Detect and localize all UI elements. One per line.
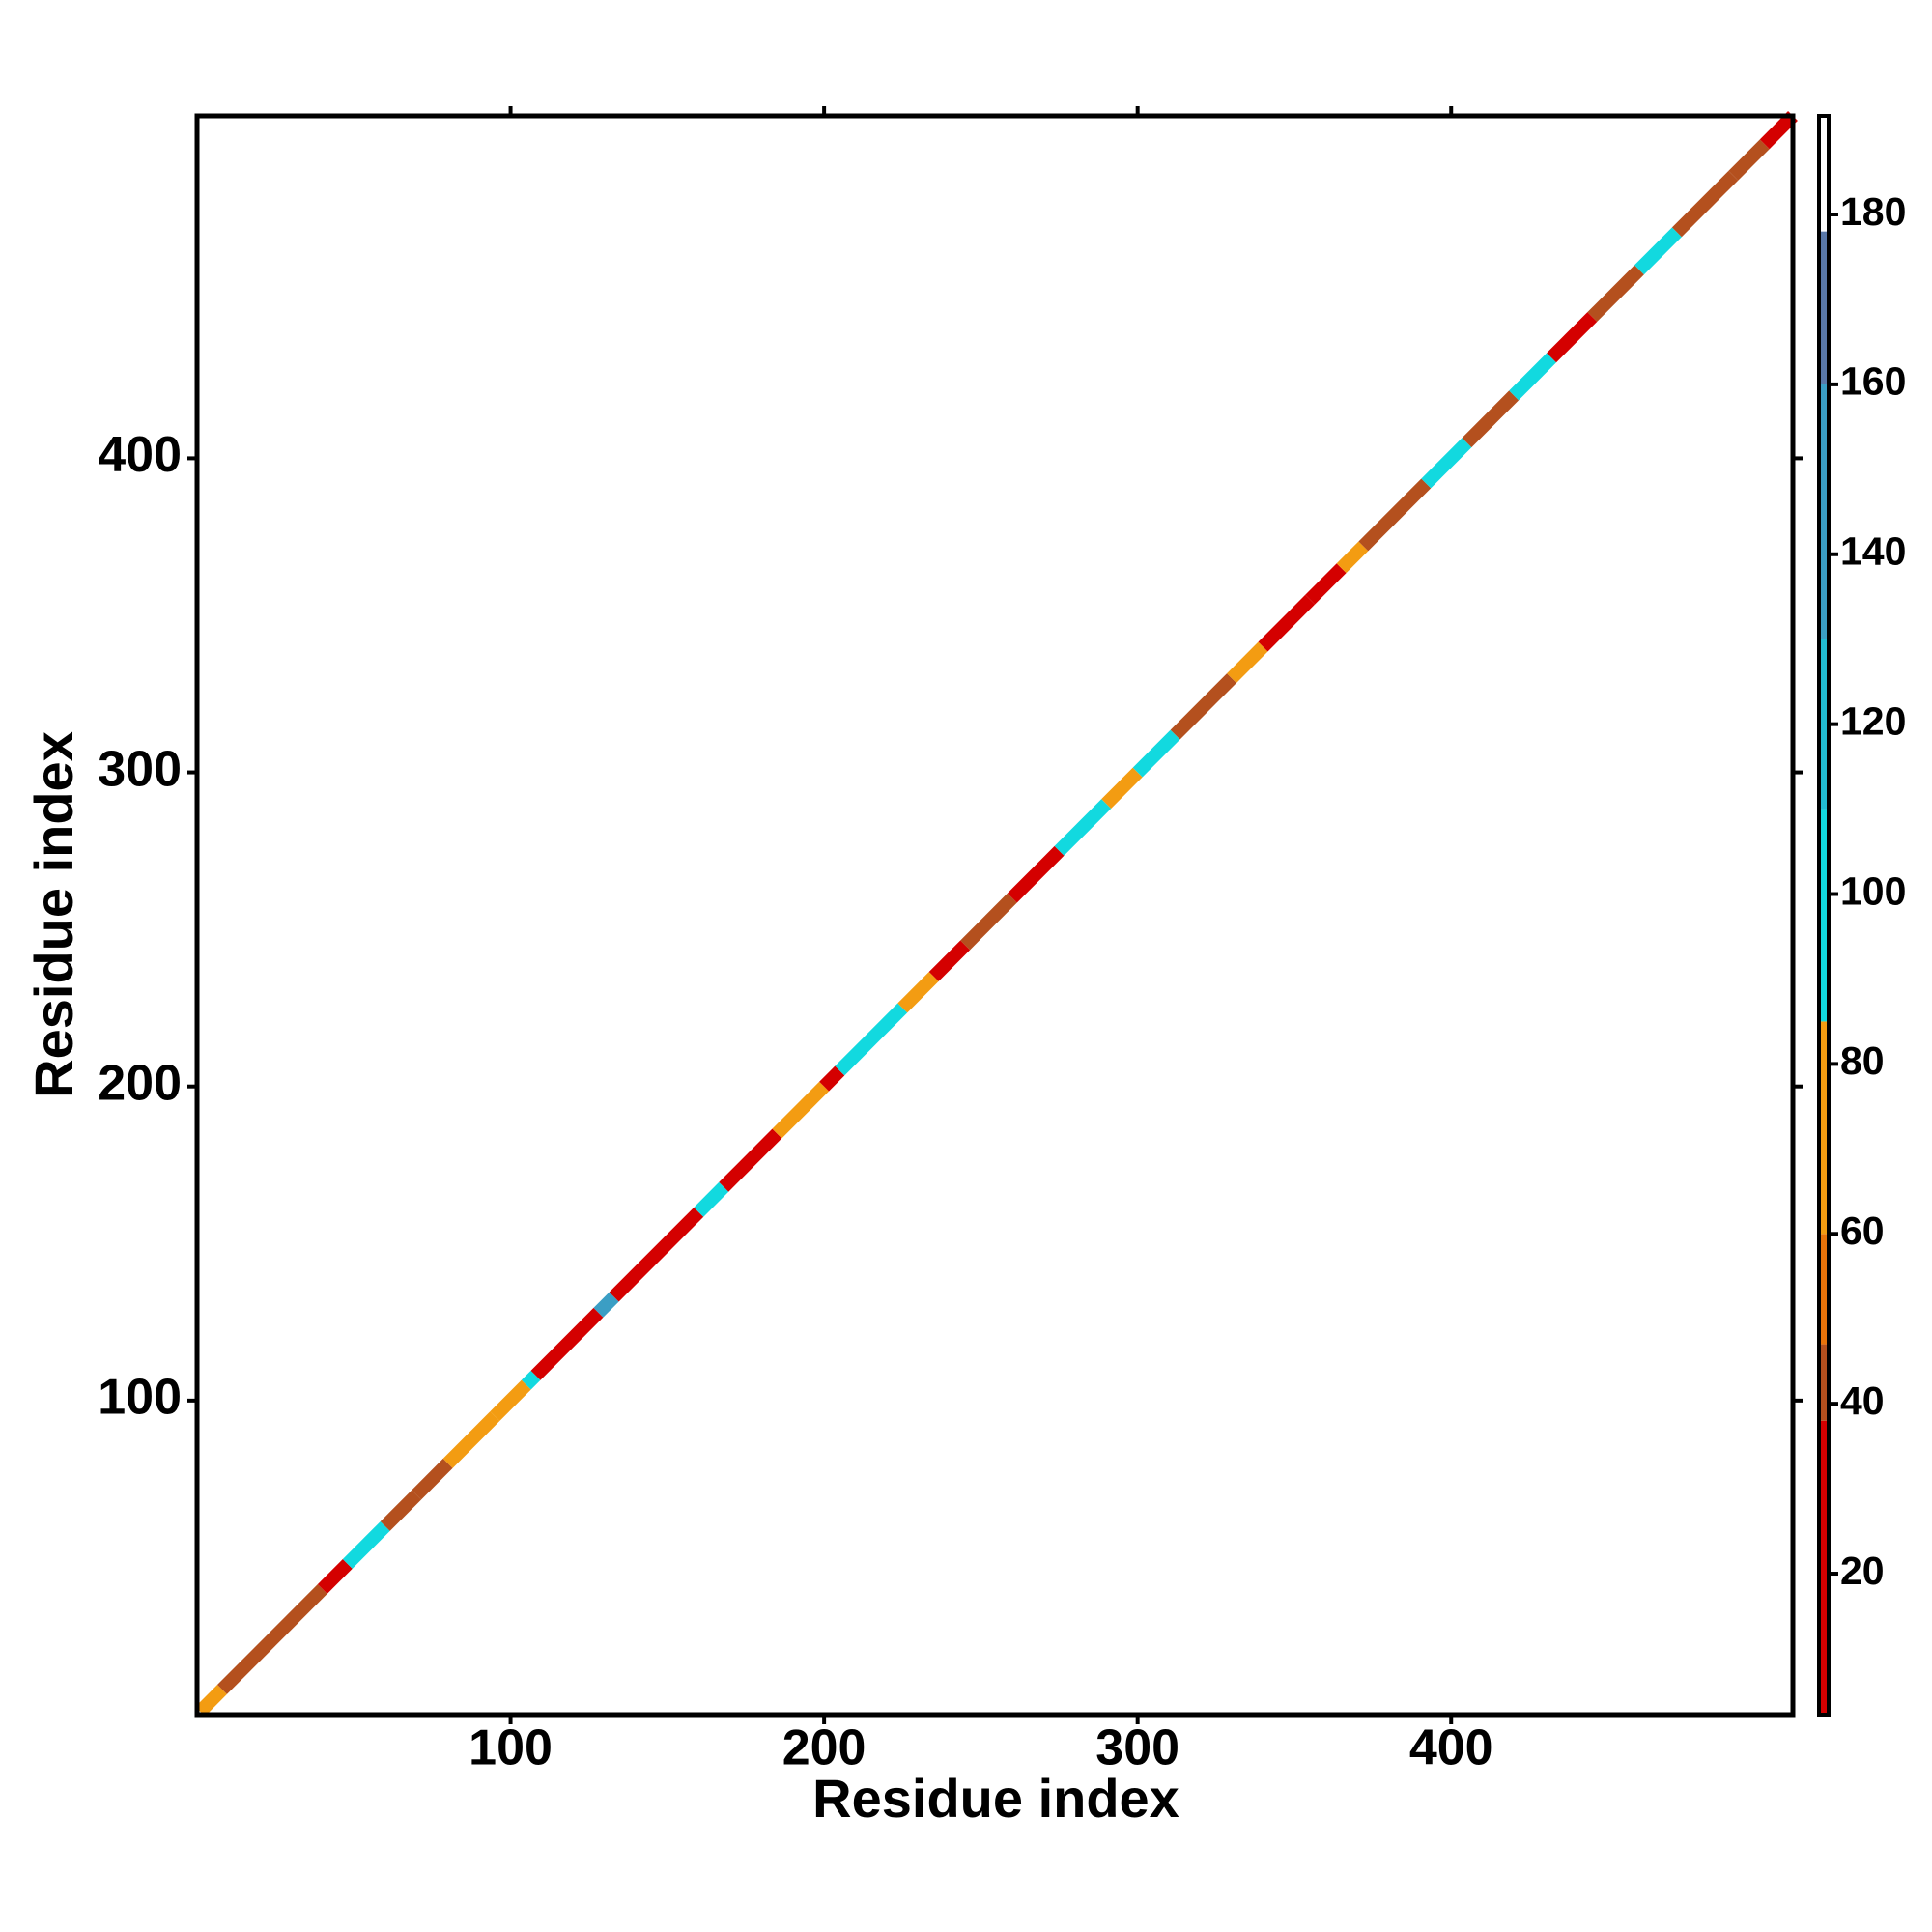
diagonal-segment: [342, 1520, 390, 1569]
colorbar-bin: [1819, 639, 1829, 810]
diagonal-segment: [442, 1411, 500, 1468]
diagonal-segment: [694, 1181, 729, 1217]
diagonal-segment: [1101, 767, 1143, 810]
x-tick-label: 200: [782, 1720, 867, 1776]
colorbar-tick-label: 20: [1840, 1548, 1885, 1593]
plot-frame: [194, 113, 1796, 1718]
diagonal-segment: [1587, 265, 1644, 323]
diagonal-segment: [1509, 353, 1557, 401]
colorbar-frame: [1817, 114, 1831, 1717]
diagonal-segment: [1728, 139, 1770, 181]
diagonal-segment: [960, 893, 1017, 951]
diagonal-segment: [1634, 227, 1682, 275]
diagonal-segment: [1227, 641, 1268, 683]
colorbar-tick-label: 100: [1840, 868, 1906, 913]
diagonal-segment: [593, 1292, 619, 1318]
diagonal-segment: [1007, 845, 1065, 903]
colorbar-tick-label: 60: [1840, 1208, 1885, 1253]
x-tick-label: 100: [469, 1720, 553, 1776]
y-tick-label: 200: [98, 1055, 182, 1111]
y-axis-title: Residue index: [23, 731, 84, 1098]
x-axis-title: Residue index: [812, 1768, 1179, 1829]
diagonal-segment: [1547, 312, 1598, 363]
colorbar-bin: [1819, 1420, 1829, 1715]
y-tick-label: 300: [98, 741, 182, 797]
colorbar-tick-label: 40: [1840, 1378, 1885, 1423]
colorbar-bin: [1819, 1021, 1829, 1235]
colorbar-bin: [1819, 116, 1829, 232]
diagonal-segment: [490, 1379, 531, 1422]
colorbar-tick-label: 140: [1840, 529, 1906, 574]
diagonal-segment: [1132, 729, 1180, 778]
colorbar-bin: [1819, 1344, 1829, 1421]
diagonal-segment: [897, 971, 939, 1013]
diagonal-segment: [1462, 390, 1520, 448]
diagonal-segment: [380, 1490, 422, 1531]
y-tick-label: 100: [98, 1370, 182, 1426]
diagonal-segment: [1170, 673, 1236, 740]
colorbar-bin: [1819, 1234, 1829, 1345]
colorbar-tick-label: 120: [1840, 698, 1906, 743]
diagonal-segment: [1358, 478, 1432, 552]
diagonal-segment: [1054, 799, 1112, 856]
diagonal-segment: [521, 1370, 541, 1390]
diagonal-segment: [928, 940, 971, 981]
diagonal-segment: [719, 1128, 782, 1192]
colorbar-bin: [1819, 231, 1829, 384]
colorbar-tick-label: 160: [1840, 359, 1906, 404]
y-tick-label: 400: [98, 427, 182, 483]
x-tick-label: 300: [1095, 1720, 1179, 1776]
colorbar-tick-label: 180: [1840, 189, 1906, 234]
diagonal-segment: [819, 1065, 845, 1092]
diagonal-segment: [1305, 563, 1347, 605]
diagonal-segment: [835, 1003, 908, 1076]
diagonal-segment: [772, 1081, 830, 1139]
colorbar-tick-label: 80: [1840, 1038, 1885, 1083]
diagonal-segment: [1759, 111, 1798, 150]
x-tick-label: 400: [1409, 1720, 1493, 1776]
diagonal-segment: [195, 1685, 227, 1717]
diagonal-segment: [609, 1207, 704, 1302]
diagonal-segment: [1421, 438, 1472, 489]
colorbar-bin: [1819, 809, 1829, 1022]
diagonal-segment: [412, 1458, 453, 1500]
diagonal-segment: [530, 1307, 604, 1380]
colorbar-bin: [1819, 384, 1829, 639]
diagonal-segment: [1671, 170, 1739, 238]
diagonal-segment: [1336, 541, 1369, 574]
diagonal-segment: [217, 1583, 327, 1694]
diagonal-segment: [317, 1558, 353, 1594]
diagonal-segment: [1258, 594, 1316, 652]
